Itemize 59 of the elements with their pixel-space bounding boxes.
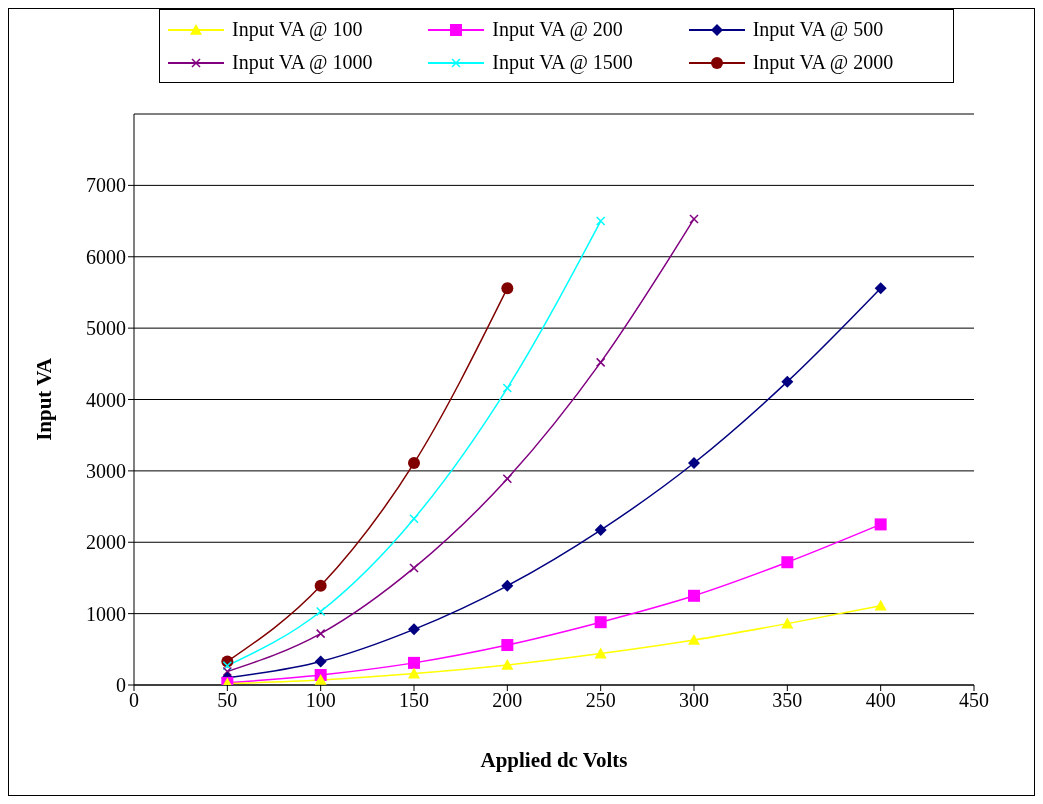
point xyxy=(408,656,420,669)
y-tick-label: 7000 xyxy=(86,174,126,197)
point xyxy=(314,579,327,592)
x-tick-label: 450 xyxy=(959,689,989,712)
point xyxy=(781,617,794,629)
x-tick-label: 300 xyxy=(679,689,709,712)
legend-label: Input VA @ 2000 xyxy=(752,51,894,74)
point xyxy=(408,457,420,470)
point xyxy=(874,282,887,295)
point xyxy=(874,599,887,611)
point xyxy=(501,639,514,652)
point xyxy=(595,357,606,368)
y-axis-title: Input VA xyxy=(32,357,57,441)
legend-label: Input VA @ 1000 xyxy=(232,51,373,74)
legend-label: Input VA @ 100 xyxy=(232,18,363,41)
point xyxy=(315,606,326,617)
point xyxy=(315,628,326,639)
x-tick-label: 50 xyxy=(217,689,238,712)
point xyxy=(502,383,513,393)
point xyxy=(222,660,233,671)
point xyxy=(594,647,607,659)
x-tick-label: 100 xyxy=(305,689,336,712)
y-tick-label: 5000 xyxy=(86,317,126,340)
x-tick-label: 250 xyxy=(585,689,616,712)
point xyxy=(501,659,514,670)
point xyxy=(409,513,419,524)
x-tick-label: 150 xyxy=(399,689,429,712)
point xyxy=(594,524,607,537)
x-tick-label: 200 xyxy=(492,689,523,712)
point xyxy=(222,666,233,677)
point xyxy=(874,518,887,531)
point xyxy=(595,216,606,226)
y-tick-label: 4000 xyxy=(86,388,126,411)
y-tick-label: 6000 xyxy=(86,245,126,268)
point xyxy=(594,616,607,629)
point xyxy=(781,556,794,569)
x-axis-title: Applied dc Volts xyxy=(480,748,628,772)
point xyxy=(501,282,514,295)
point xyxy=(408,667,420,679)
point xyxy=(689,214,699,224)
legend-label: Input VA @ 500 xyxy=(752,18,884,41)
point xyxy=(688,589,700,602)
x-tick-label: 350 xyxy=(772,689,803,712)
point xyxy=(502,473,513,484)
point xyxy=(688,634,700,645)
point xyxy=(409,563,419,573)
y-tick-label: 1000 xyxy=(86,602,126,625)
x-tick-label: 400 xyxy=(865,689,896,712)
y-tick-label: 3000 xyxy=(86,459,126,482)
legend-label: Input VA @ 1500 xyxy=(492,51,633,74)
point xyxy=(314,674,327,685)
y-tick-label: 0 xyxy=(116,674,126,697)
legend-label: Input VA @ 200 xyxy=(492,18,623,41)
point xyxy=(501,579,514,592)
point xyxy=(314,655,327,668)
point xyxy=(408,623,420,636)
point xyxy=(781,375,794,388)
y-tick-label: 2000 xyxy=(86,531,126,554)
point xyxy=(688,457,700,470)
